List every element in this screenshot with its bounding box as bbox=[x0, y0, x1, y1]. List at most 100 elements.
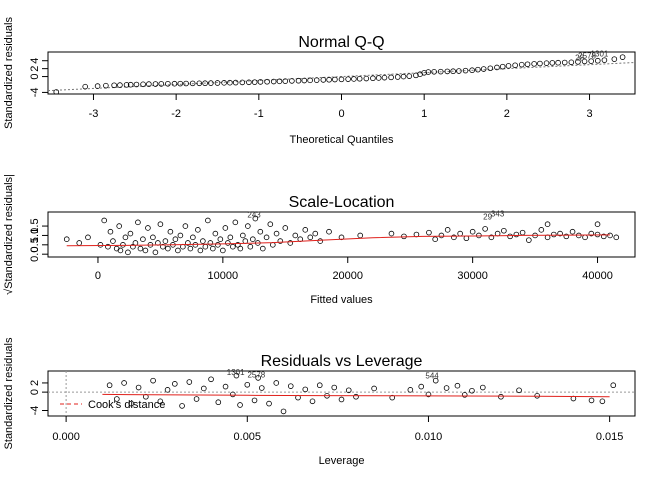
data-point bbox=[189, 80, 196, 87]
data-point bbox=[207, 240, 214, 246]
data-point bbox=[320, 77, 327, 83]
data-point bbox=[200, 238, 206, 244]
point-annotation: 343 bbox=[491, 210, 505, 219]
data-point bbox=[444, 68, 451, 75]
data-point bbox=[250, 236, 256, 242]
data-point bbox=[375, 75, 382, 81]
data-point bbox=[512, 62, 518, 69]
data-point bbox=[222, 225, 229, 231]
data-point bbox=[469, 67, 475, 74]
data-point bbox=[220, 247, 226, 254]
point-annotation: 28 bbox=[575, 53, 584, 62]
x-axis-label: Theoretical Quantiles bbox=[290, 134, 394, 146]
data-point bbox=[418, 383, 425, 390]
chart-title: Scale-Location bbox=[289, 194, 395, 211]
data-point bbox=[326, 228, 332, 235]
data-point bbox=[106, 382, 113, 389]
data-point bbox=[371, 385, 377, 392]
x-axis-label: Leverage bbox=[319, 455, 365, 467]
data-point bbox=[388, 74, 394, 81]
data-point bbox=[122, 234, 129, 241]
data-point bbox=[451, 234, 457, 241]
data-point bbox=[230, 243, 236, 250]
data-point bbox=[146, 81, 152, 87]
x-tick-label: 0.000 bbox=[52, 431, 80, 443]
data-point bbox=[331, 384, 338, 391]
data-point bbox=[563, 233, 570, 240]
chart-title: Residuals vs Leverage bbox=[261, 353, 423, 370]
data-point bbox=[152, 249, 159, 256]
data-point bbox=[302, 386, 309, 393]
point-annotation: 2578 bbox=[578, 52, 596, 61]
data-point bbox=[426, 229, 432, 236]
y-tick-label: 1.0 bbox=[29, 228, 41, 243]
data-point bbox=[257, 79, 264, 85]
data-point bbox=[111, 82, 117, 89]
data-point bbox=[158, 81, 165, 87]
data-point bbox=[338, 76, 345, 83]
data-point bbox=[97, 242, 104, 248]
plot-area bbox=[48, 371, 635, 416]
y-tick-label: 0 bbox=[29, 74, 41, 80]
data-point bbox=[212, 230, 219, 237]
data-point bbox=[82, 83, 89, 90]
data-point bbox=[619, 54, 626, 60]
data-point bbox=[531, 61, 537, 67]
data-point bbox=[197, 247, 204, 254]
data-point bbox=[568, 59, 575, 66]
data-point bbox=[313, 77, 320, 83]
data-point bbox=[287, 383, 294, 389]
data-point bbox=[167, 228, 174, 235]
data-point bbox=[201, 385, 207, 392]
x-tick-label: 0.015 bbox=[596, 431, 624, 443]
data-point bbox=[317, 238, 324, 244]
data-point bbox=[114, 396, 120, 402]
data-point bbox=[227, 79, 233, 86]
data-point bbox=[432, 236, 438, 242]
data-point bbox=[177, 80, 184, 87]
data-point bbox=[302, 227, 309, 233]
data-point bbox=[221, 80, 227, 86]
data-point bbox=[295, 77, 302, 84]
plot-frame bbox=[47, 211, 636, 258]
data-point bbox=[431, 69, 437, 75]
plot-area bbox=[63, 215, 620, 256]
data-point bbox=[277, 238, 284, 244]
data-point bbox=[594, 57, 601, 64]
data-point bbox=[438, 232, 445, 239]
point-annotation: 1301 bbox=[591, 49, 609, 58]
x-tick-label: -3 bbox=[89, 108, 99, 120]
data-point bbox=[389, 394, 396, 401]
x-tick-label: 3 bbox=[586, 108, 592, 120]
data-point bbox=[425, 391, 432, 398]
data-point bbox=[101, 217, 108, 224]
data-point bbox=[193, 396, 200, 402]
data-point bbox=[432, 377, 439, 384]
data-point bbox=[516, 387, 522, 394]
data-point bbox=[210, 245, 216, 252]
data-point bbox=[263, 234, 270, 241]
data-point bbox=[160, 243, 166, 250]
data-point bbox=[611, 56, 618, 62]
data-point bbox=[307, 77, 313, 84]
data-point bbox=[202, 80, 208, 87]
y-axis-label: Standardized residuals bbox=[3, 17, 15, 129]
data-point bbox=[443, 385, 450, 391]
data-point bbox=[172, 381, 178, 387]
y-tick-label: 0.0 bbox=[29, 247, 41, 262]
data-point bbox=[125, 249, 131, 256]
data-point bbox=[381, 74, 388, 81]
data-point bbox=[588, 230, 595, 237]
data-point bbox=[260, 245, 266, 252]
data-point bbox=[461, 392, 468, 398]
data-point bbox=[273, 230, 280, 237]
data-point bbox=[76, 240, 83, 246]
data-point bbox=[475, 66, 481, 73]
data-point bbox=[242, 238, 249, 244]
data-point bbox=[257, 228, 264, 235]
data-point bbox=[582, 234, 588, 241]
x-tick-label: -1 bbox=[254, 108, 264, 120]
data-point bbox=[137, 245, 144, 252]
data-point bbox=[182, 223, 189, 229]
